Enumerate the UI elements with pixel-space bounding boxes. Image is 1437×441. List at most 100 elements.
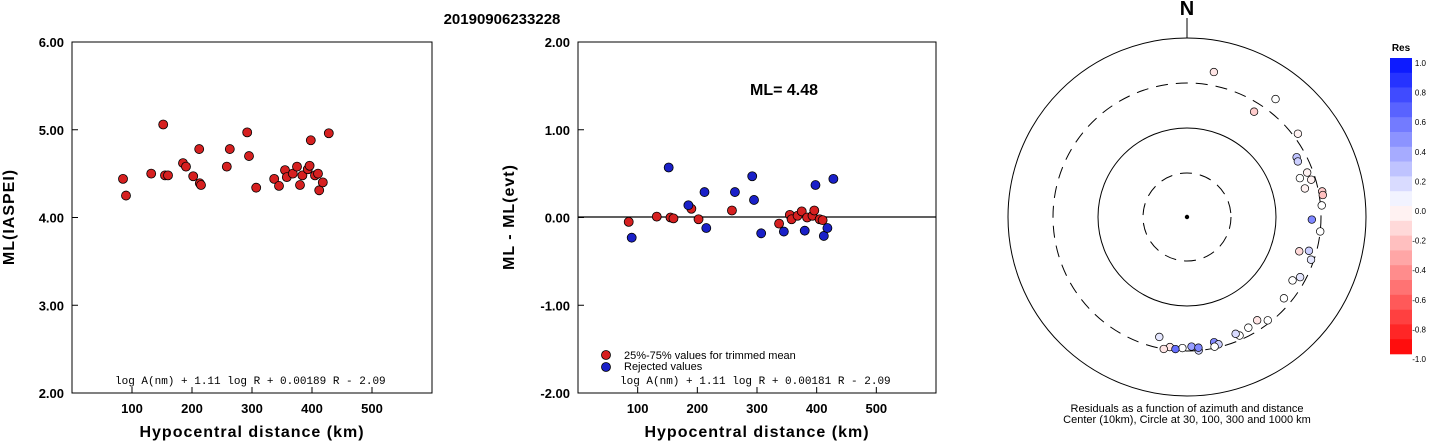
colorbar-cell bbox=[1390, 191, 1412, 207]
middle-series1-point bbox=[747, 171, 758, 182]
middle-x-tick-label: 400 bbox=[806, 401, 828, 416]
left-plot-frame bbox=[71, 41, 433, 394]
ring-30km bbox=[1142, 172, 1232, 262]
polar-residual-point bbox=[1244, 323, 1253, 332]
left-series0-point bbox=[118, 173, 128, 184]
middle-series1-point bbox=[778, 226, 789, 237]
polar-residual-point bbox=[1295, 247, 1304, 256]
middle-y-tick-label: -2.00 bbox=[540, 386, 570, 401]
polar-residual-point bbox=[1159, 344, 1168, 354]
middle-y-tick-label: 0.00 bbox=[545, 211, 570, 226]
left-series0-point bbox=[313, 168, 323, 179]
polar-residual-point bbox=[1253, 316, 1262, 325]
middle-y-tick-label: 1.00 bbox=[545, 123, 570, 138]
polar-residual-point bbox=[1295, 173, 1305, 183]
polar-residual-point bbox=[1249, 107, 1259, 116]
polar-residual-point bbox=[1194, 343, 1203, 352]
left-series0-point bbox=[181, 161, 191, 172]
colorbar-tick-label: -0.6 bbox=[1412, 296, 1426, 305]
ml-annotation: ML= 4.48 bbox=[750, 82, 818, 99]
colorbar-cell bbox=[1390, 161, 1412, 177]
left-y-tick-label: 5.00 bbox=[39, 123, 64, 138]
polar-residual-point bbox=[1307, 175, 1316, 184]
polar-residual-point bbox=[1231, 329, 1240, 338]
middle-x-tick-label: 100 bbox=[627, 401, 649, 416]
polar-residual-point bbox=[1210, 342, 1219, 351]
legend-trimmed-label: 25%-75% values for trimmed mean bbox=[624, 350, 796, 362]
middle-series1-point bbox=[799, 225, 810, 236]
left-series0-point bbox=[297, 170, 308, 181]
left-series0-point bbox=[188, 171, 199, 182]
left-y-tick-label: 4.00 bbox=[39, 211, 64, 226]
middle-x-tick-label: 200 bbox=[686, 401, 708, 416]
left-series0-point bbox=[158, 119, 169, 130]
colorbar-tick-label: 0.2 bbox=[1415, 177, 1427, 186]
left-series0-point bbox=[305, 135, 316, 146]
middle-formula: log A(nm) + 1.11 log R + 0.00181 R - 2.0… bbox=[620, 376, 891, 388]
polar-residual-point bbox=[1317, 201, 1326, 210]
left-series0-point bbox=[314, 185, 325, 196]
middle-series0-point bbox=[774, 218, 784, 229]
polar-caption-line1: Residuals as a function of azimuth and d… bbox=[1071, 403, 1304, 415]
polar-residual-point bbox=[1318, 190, 1327, 200]
polar-data-points bbox=[1155, 67, 1327, 355]
colorbar-cell bbox=[1390, 117, 1412, 133]
colorbar-cell bbox=[1390, 176, 1412, 192]
colorbar-cell bbox=[1390, 280, 1412, 296]
middle-series0-point bbox=[809, 205, 820, 216]
left-y-tick-label: 6.00 bbox=[39, 35, 64, 50]
left-series0-point bbox=[121, 190, 131, 201]
polar-residual-point bbox=[1155, 332, 1164, 342]
colorbar-cell bbox=[1390, 250, 1412, 266]
left-x-tick-label: 500 bbox=[361, 401, 383, 416]
middle-series1-point bbox=[663, 162, 674, 173]
left-series0-point bbox=[292, 161, 302, 172]
polar-residual-point bbox=[1306, 255, 1316, 264]
middle-panel: 100 200 300 400 500 -2.00 -1.00 0.00 1.00 2.00 Hy… bbox=[501, 35, 937, 441]
left-y-tick-label: 2.00 bbox=[39, 386, 64, 401]
left-x-axis-label: Hypocentral distance (km) bbox=[139, 424, 364, 441]
colorbar-tick-label: -0.2 bbox=[1412, 237, 1426, 246]
colorbar-cell bbox=[1390, 206, 1412, 222]
colorbar-tick-label: -1.0 bbox=[1412, 355, 1426, 364]
left-series0-point bbox=[274, 181, 284, 191]
colorbar-cell bbox=[1390, 87, 1412, 103]
colorbar-tick-label: 0.0 bbox=[1415, 207, 1427, 216]
polar-residual-point bbox=[1303, 168, 1312, 177]
polar-residual-point bbox=[1171, 344, 1180, 354]
colorbar: Res 1.0 0.8 0.6 0.4 0.2 0.0 -0.2 -0.4 -0.6 -0.8 -1… bbox=[1390, 43, 1427, 364]
middle-axis-ticks: 100 200 300 400 500 -2.00 -1.00 0.00 1.00 2.00 bbox=[540, 35, 887, 416]
left-series0-point bbox=[196, 180, 206, 190]
polar-caption-line2: Center (10km), Circle at 30, 100, 300 an… bbox=[1063, 414, 1311, 426]
legend-trimmed-marker bbox=[601, 350, 611, 360]
middle-series0-point bbox=[693, 214, 704, 225]
left-series0-point bbox=[244, 151, 254, 161]
middle-series1-point bbox=[828, 173, 839, 184]
polar-residual-point bbox=[1307, 215, 1316, 224]
middle-series0-point bbox=[623, 216, 634, 227]
figure-title: 20190906233228 bbox=[444, 11, 561, 28]
middle-series0-point bbox=[727, 205, 737, 216]
left-series0-point bbox=[194, 144, 205, 154]
polar-residual-point bbox=[1316, 227, 1325, 236]
ring-300km bbox=[1052, 82, 1322, 352]
colorbar-cell bbox=[1390, 58, 1412, 74]
colorbar-cell bbox=[1390, 102, 1412, 118]
colorbar-cells bbox=[1390, 58, 1412, 355]
left-series0-point bbox=[163, 170, 173, 181]
left-y-tick-label: 3.00 bbox=[39, 298, 64, 313]
left-x-tick-label: 200 bbox=[181, 401, 203, 416]
middle-series0-point bbox=[651, 211, 662, 222]
polar-residual-point bbox=[1271, 94, 1280, 104]
left-series0-point bbox=[224, 144, 235, 154]
left-panel: 100 200 300 400 500 2.00 3.00 4.00 5.00 6.00 Hypo… bbox=[1, 35, 433, 441]
middle-series1-point bbox=[749, 195, 759, 205]
north-label: N bbox=[1180, 0, 1194, 20]
left-formula: log A(nm) + 1.11 log R + 0.00189 R - 2.0… bbox=[115, 376, 386, 388]
ring-100km bbox=[1097, 127, 1277, 307]
middle-series1-point bbox=[626, 232, 637, 243]
polar-panel: N Residuals as a function of azimuth and… bbox=[1007, 0, 1367, 426]
left-series0-point bbox=[317, 177, 328, 188]
colorbar-labels: 1.0 0.8 0.6 0.4 0.2 0.0 -0.2 -0.4 -0.6 -0.8 -1.0 bbox=[1412, 59, 1426, 364]
